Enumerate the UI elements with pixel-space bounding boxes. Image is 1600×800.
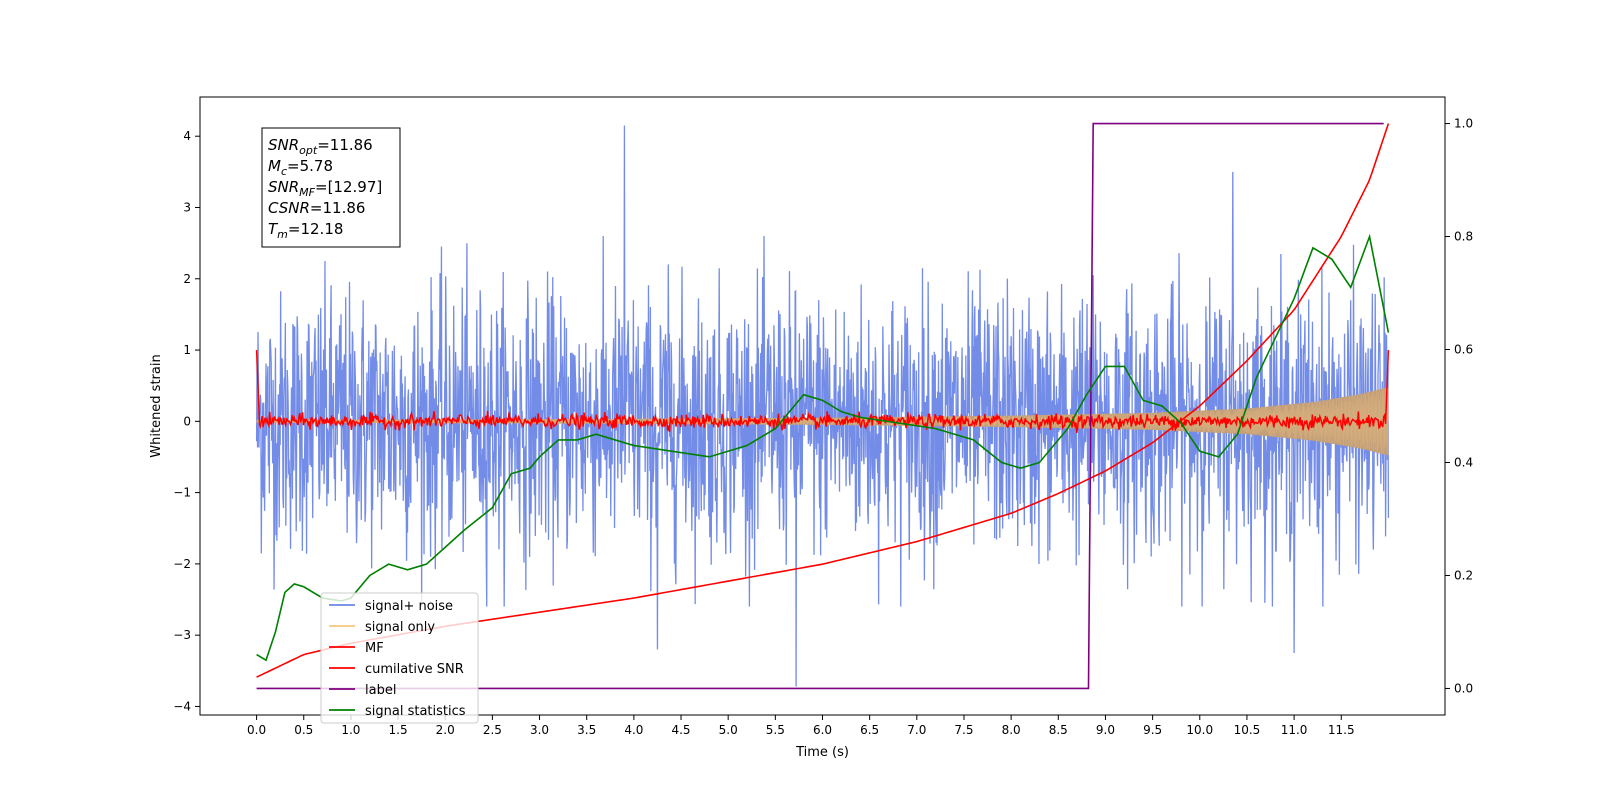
x-tick-label: 5.0 xyxy=(719,723,738,737)
legend-label: signal only xyxy=(365,620,435,635)
y-tick-label: 4 xyxy=(183,129,191,143)
x-tick-label: 6.5 xyxy=(860,723,879,737)
y-tick-label: 3 xyxy=(183,200,191,214)
series-mf-line xyxy=(255,350,1390,434)
info-line: Mc=5.78 xyxy=(268,157,333,178)
y-tick-label: 2 xyxy=(183,272,191,286)
x-tick-label: 0.5 xyxy=(294,723,313,737)
x-tick-label: 7.5 xyxy=(954,723,973,737)
x-axis-label: Time (s) xyxy=(795,745,849,760)
y-tick-label: −1 xyxy=(173,486,191,500)
legend: signal+ noise signal only MF cumilative SNR… xyxy=(320,592,479,724)
axes: 0.0 0.5 1.0 1.5 2.0 2.5 3.0 3.5 4.0 4.5 5.0 5.5 6.0 6… xyxy=(149,96,1473,760)
x-tick-label: 8.0 xyxy=(1002,723,1021,737)
x-tick-label: 6.0 xyxy=(813,723,832,737)
info-box: SNRopt=11.86Mc=5.78SNRMF=[12.97]CSNR=11.… xyxy=(261,127,401,248)
info-line: SNRMF=[12.97] xyxy=(268,178,382,199)
x-tick-label: 4.0 xyxy=(624,723,643,737)
y-tick-label: −2 xyxy=(173,557,191,571)
info-line: SNRopt=11.86 xyxy=(268,136,373,157)
x-tick-label: 2.5 xyxy=(483,723,502,737)
legend-frame xyxy=(320,592,479,724)
legend-label: MF xyxy=(365,641,384,656)
y2-tick-label: 0.4 xyxy=(1454,455,1473,469)
y-axis-label: Whitened strain xyxy=(149,354,164,457)
x-tick-label: 8.5 xyxy=(1049,723,1068,737)
y2-tick-label: 0.6 xyxy=(1454,343,1473,357)
x-tick-label: 0.0 xyxy=(247,723,266,737)
legend-label: signal+ noise xyxy=(365,599,453,614)
info-line: CSNR=11.86 xyxy=(268,199,365,217)
x-tick-label: 9.5 xyxy=(1143,723,1162,737)
plot-area xyxy=(255,122,1390,690)
x-tick-label: 3.0 xyxy=(530,723,549,737)
x-tick-label: 4.5 xyxy=(671,723,690,737)
x-tick-label: 5.5 xyxy=(766,723,785,737)
y-tick-label: −4 xyxy=(173,699,191,713)
legend-label: signal statistics xyxy=(365,704,466,719)
series-signal-noise-line xyxy=(255,125,1390,687)
x-tick-label: 1.0 xyxy=(341,723,360,737)
y2-tick-label: 1.0 xyxy=(1454,117,1473,131)
y2-tick-label: 0.0 xyxy=(1454,681,1473,695)
x-tick-label: 10.0 xyxy=(1186,723,1213,737)
y-tick-label: 1 xyxy=(183,343,191,357)
info-box-frame xyxy=(261,127,401,248)
series-label-line xyxy=(256,122,1384,690)
x-tick-label: 7.0 xyxy=(907,723,926,737)
legend-label: label xyxy=(365,683,396,698)
x-tick-label: 11.0 xyxy=(1281,723,1308,737)
x-tick-label: 9.0 xyxy=(1096,723,1115,737)
y2-tick-label: 0.2 xyxy=(1454,568,1473,582)
info-line: Tm=12.18 xyxy=(268,220,343,241)
y-tick-label: 0 xyxy=(183,414,191,428)
y-tick-label: −3 xyxy=(173,628,191,642)
legend-label: cumilative SNR xyxy=(365,662,464,677)
x-tick-label: 11.5 xyxy=(1328,723,1355,737)
y2-tick-label: 0.8 xyxy=(1454,230,1473,244)
x-tick-label: 1.5 xyxy=(389,723,408,737)
x-tick-label: 3.5 xyxy=(577,723,596,737)
x-tick-label: 2.0 xyxy=(436,723,455,737)
x-tick-label: 10.5 xyxy=(1234,723,1261,737)
series-signal-statistics-line xyxy=(256,233,1390,662)
